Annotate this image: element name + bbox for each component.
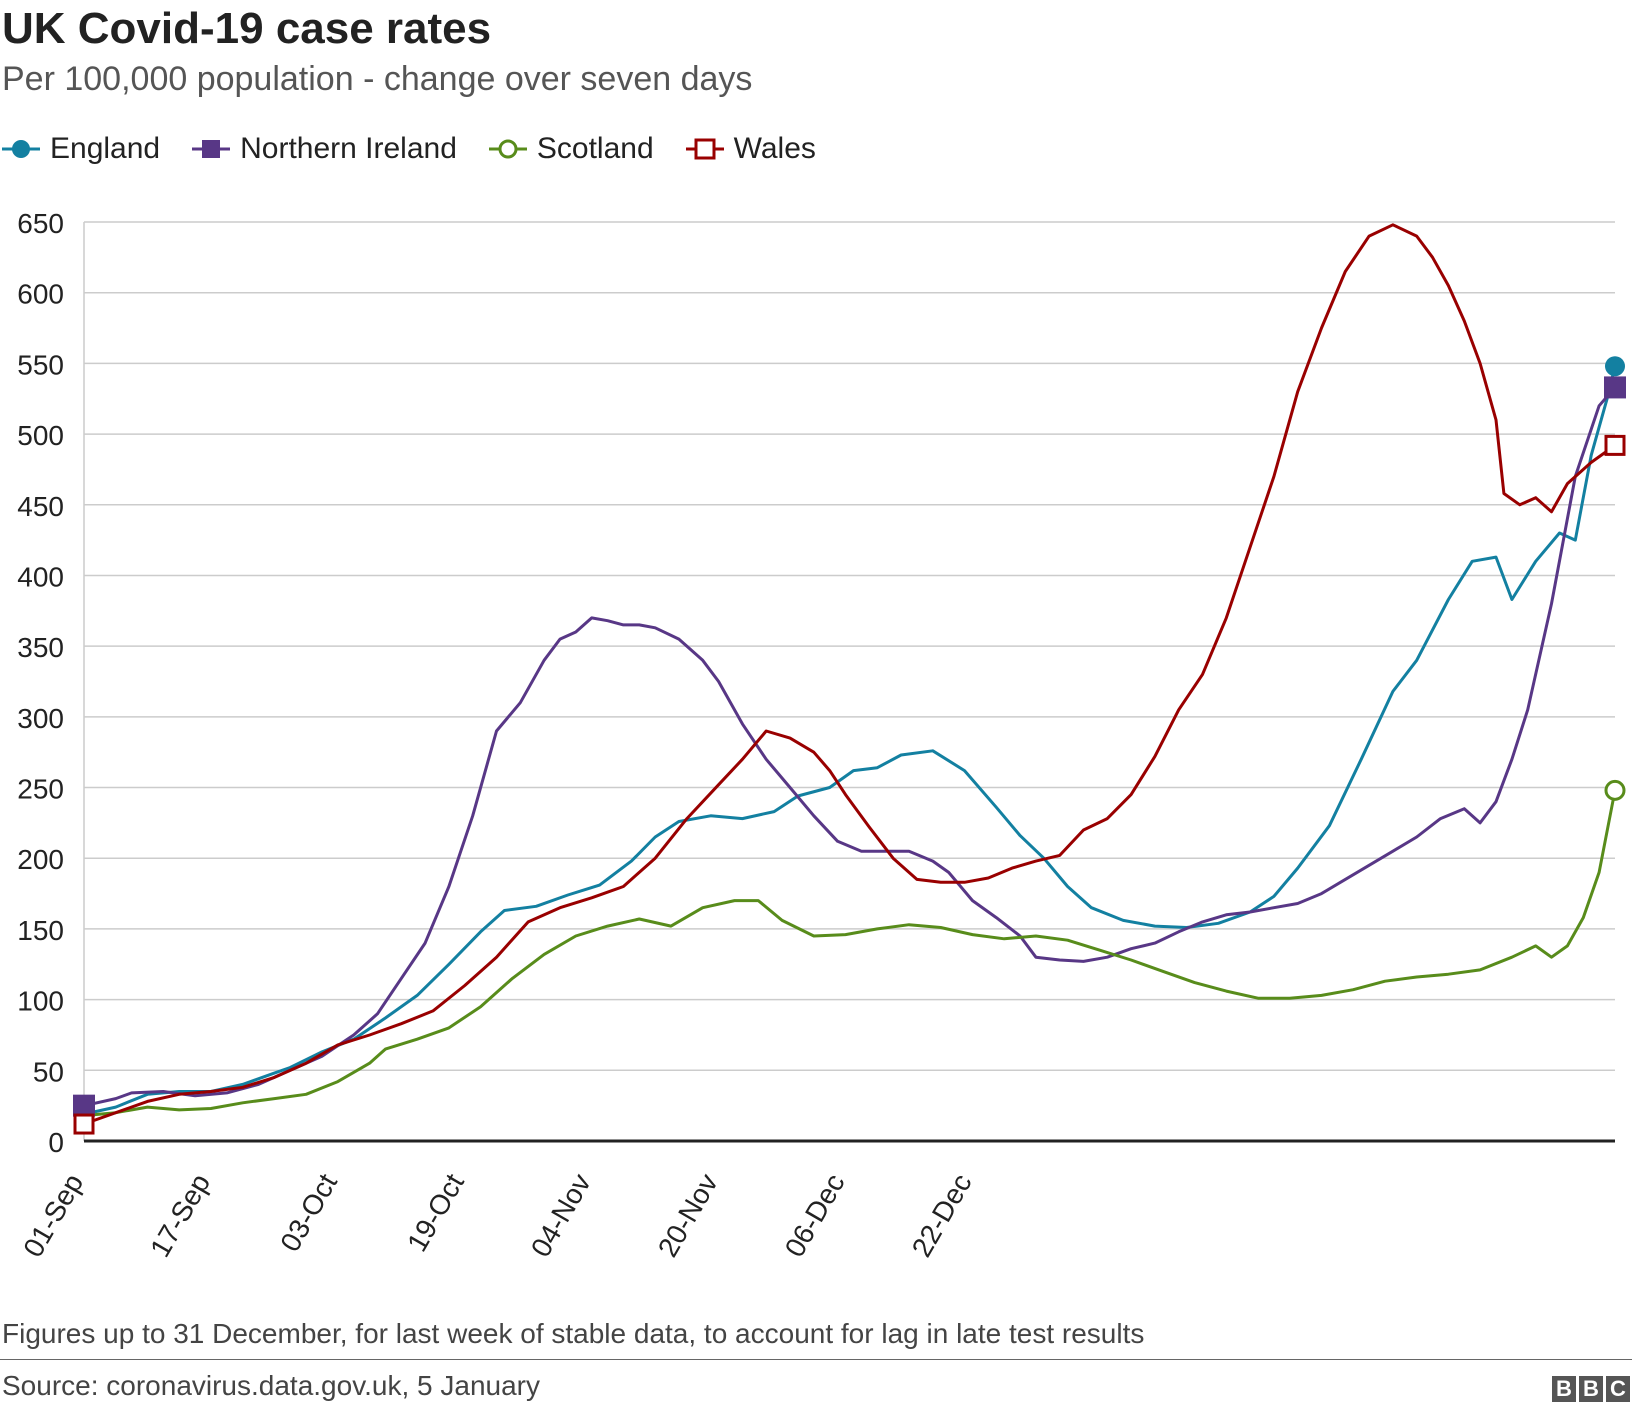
divider xyxy=(0,1359,1632,1360)
y-tick-label: 50 xyxy=(33,1056,64,1087)
chart-title: UK Covid-19 case rates xyxy=(2,4,492,53)
series-marker-england xyxy=(1605,356,1625,377)
legend-marker-england xyxy=(2,140,40,158)
source-note: Source: coronavirus.data.gov.uk, 5 Janua… xyxy=(2,1370,541,1401)
x-tick-label: 20-Nov xyxy=(652,1169,724,1263)
legend-marker-northern-ireland xyxy=(192,140,231,158)
y-tick-label: 100 xyxy=(17,986,64,1017)
legend-label-northern-ireland: Northern Ireland xyxy=(240,132,457,165)
series-marker-wales xyxy=(1604,434,1626,456)
footnote: Figures up to 31 December, for last week… xyxy=(2,1318,1145,1349)
series-line-england xyxy=(83,365,1617,1116)
x-tick-label: 04-Nov xyxy=(525,1169,597,1263)
series-marker-wales xyxy=(73,1113,95,1135)
legend-label-wales: Wales xyxy=(733,132,816,165)
y-tick-label: 450 xyxy=(17,491,64,522)
x-tick-label: 19-Oct xyxy=(401,1168,470,1256)
bbc-logo: B B C xyxy=(1552,1376,1630,1402)
y-tick-label: 650 xyxy=(17,208,64,239)
y-tick-label: 200 xyxy=(17,844,64,875)
bbc-logo-letter: B xyxy=(1552,1376,1576,1402)
x-tick-label: 22-Dec xyxy=(906,1169,978,1263)
y-tick-label: 250 xyxy=(17,774,64,805)
y-tick-label: 550 xyxy=(17,349,64,380)
legend-item-northern-ireland: Northern Ireland xyxy=(190,132,457,166)
y-tick-label: 0 xyxy=(48,1127,64,1158)
series-marker-northern-ireland xyxy=(73,1094,95,1117)
y-tick-label: 600 xyxy=(17,279,64,310)
y-tick-label: 500 xyxy=(17,420,64,451)
series-line-wales xyxy=(83,223,1616,1126)
y-tick-label: 300 xyxy=(17,703,64,734)
legend-label-england: England xyxy=(50,132,161,165)
series-marker-scotland xyxy=(1604,779,1626,801)
y-tick-label: 150 xyxy=(17,915,64,946)
legend-label-scotland: Scotland xyxy=(536,132,654,165)
series-line-scotland xyxy=(83,790,1617,1118)
line-chart: 0 50 100 150 200 250 300 350 400 450 500 550 600 650 0… xyxy=(17,208,1626,1263)
series-marker-northern-ireland xyxy=(1604,376,1626,399)
legend-item-england: England xyxy=(0,132,160,166)
x-tick-label: 03-Oct xyxy=(274,1168,343,1256)
legend: England Northern Ireland Scotland Wales xyxy=(0,132,846,166)
legend-marker-wales xyxy=(685,138,724,160)
x-tick-label: 17-Sep xyxy=(144,1169,216,1263)
bbc-logo-letter: B xyxy=(1579,1376,1603,1402)
legend-marker-scotland xyxy=(488,139,527,159)
bbc-logo-letter: C xyxy=(1606,1376,1630,1402)
y-tick-label: 350 xyxy=(17,632,64,663)
y-tick-label: 400 xyxy=(17,561,64,592)
legend-item-wales: Wales xyxy=(684,132,816,166)
legend-item-scotland: Scotland xyxy=(487,132,654,166)
series-line-northern-ireland xyxy=(83,386,1617,1108)
x-tick-label: 01-Sep xyxy=(17,1169,89,1263)
chart-subtitle: Per 100,000 population - change over sev… xyxy=(2,60,753,98)
x-tick-label: 06-Dec xyxy=(779,1169,851,1263)
